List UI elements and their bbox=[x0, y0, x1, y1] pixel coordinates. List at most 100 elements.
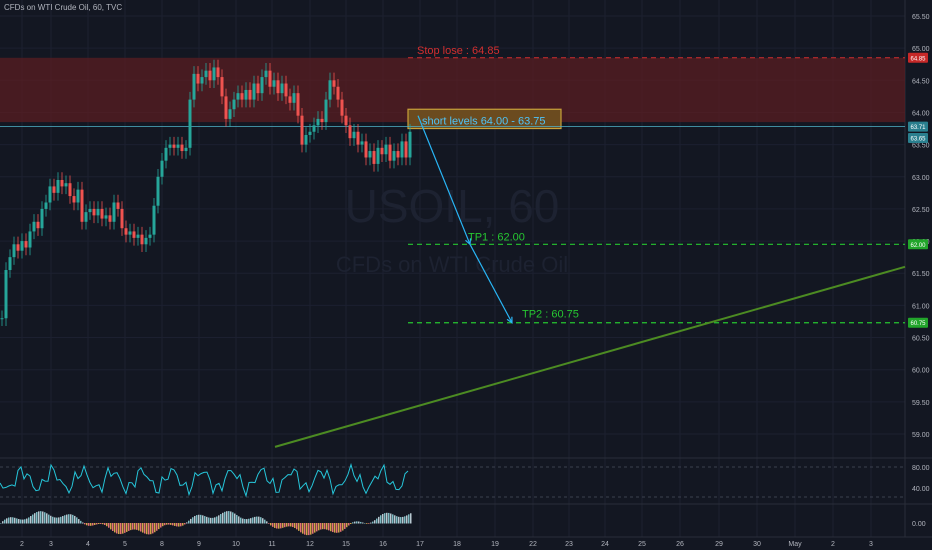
candle-body bbox=[8, 257, 12, 271]
macd-histogram-bar bbox=[168, 523, 170, 525]
macd-histogram-bar bbox=[152, 523, 154, 534]
tp1-price-tag: 62.00 bbox=[910, 243, 926, 249]
candle-body bbox=[84, 212, 88, 222]
macd-histogram-bar bbox=[132, 523, 134, 530]
candle-body bbox=[216, 67, 220, 78]
macd-histogram-bar bbox=[184, 523, 186, 525]
macd-histogram-bar bbox=[254, 516, 256, 524]
macd-histogram-bar bbox=[98, 523, 100, 525]
macd-histogram-bar bbox=[268, 523, 270, 524]
macd-histogram-bar bbox=[232, 512, 234, 524]
macd-histogram-bar bbox=[220, 514, 222, 524]
macd-histogram-bar bbox=[160, 523, 162, 528]
y-tick-label: 63.00 bbox=[912, 175, 930, 182]
macd-histogram-bar bbox=[146, 523, 148, 535]
x-tick-label: 10 bbox=[232, 541, 240, 548]
macd-histogram-bar bbox=[192, 517, 194, 524]
macd-histogram-bar bbox=[214, 517, 216, 524]
x-tick-label: 22 bbox=[529, 541, 537, 548]
x-tick-label: 16 bbox=[379, 541, 387, 548]
projection-arrowhead bbox=[506, 316, 513, 324]
macd-histogram-bar bbox=[302, 523, 304, 534]
y-tick-label: 59.50 bbox=[912, 400, 930, 407]
candle-body bbox=[288, 96, 292, 103]
current-small-tag-bg bbox=[908, 132, 928, 143]
candle-body bbox=[396, 151, 400, 158]
symbol-header: CFDs on WTI Crude Oil, 60, TVC bbox=[4, 3, 123, 12]
macd-histogram-bar bbox=[280, 523, 282, 529]
candle-body bbox=[316, 118, 320, 126]
macd-histogram-bar bbox=[40, 511, 42, 524]
macd-histogram-bar bbox=[136, 523, 138, 530]
macd-histogram-bar bbox=[188, 520, 190, 524]
candle-body bbox=[272, 80, 276, 87]
macd-histogram-bar bbox=[154, 523, 156, 533]
macd-histogram-bar bbox=[304, 523, 306, 535]
macd-histogram-bar bbox=[36, 512, 38, 524]
candle-body bbox=[336, 86, 340, 100]
macd-histogram-bar bbox=[242, 518, 244, 524]
macd-histogram-bar bbox=[320, 523, 322, 530]
candle-body bbox=[32, 221, 36, 232]
macd-histogram-bar bbox=[340, 523, 342, 532]
macd-histogram-bar bbox=[16, 518, 18, 524]
candle-body bbox=[400, 141, 404, 158]
macd-histogram-bar bbox=[208, 517, 210, 524]
macd-histogram-bar bbox=[234, 513, 236, 524]
macd-histogram-bar bbox=[56, 517, 58, 524]
macd-histogram-bar bbox=[62, 516, 64, 524]
candle-body bbox=[240, 93, 244, 100]
candle-body bbox=[28, 231, 32, 248]
candle-body bbox=[112, 202, 116, 222]
macd-histogram-bar bbox=[294, 523, 296, 529]
macd-histogram-bar bbox=[148, 523, 150, 535]
macd-histogram-bar bbox=[106, 523, 108, 527]
macd-histogram-bar bbox=[346, 523, 348, 528]
macd-histogram-bar bbox=[128, 523, 130, 531]
x-tick-label: May bbox=[788, 541, 802, 548]
candle-body bbox=[348, 125, 352, 139]
macd-histogram-bar bbox=[22, 519, 24, 524]
candle-body bbox=[340, 99, 344, 116]
candle-body bbox=[252, 83, 256, 100]
macd-histogram-bar bbox=[240, 517, 242, 524]
candle-body bbox=[156, 176, 160, 206]
candle-body bbox=[92, 208, 96, 216]
macd-histogram-bar bbox=[332, 523, 334, 533]
macd-histogram-bar bbox=[230, 511, 232, 524]
macd-histogram-bar bbox=[88, 523, 90, 526]
macd-histogram-bar bbox=[266, 521, 268, 524]
macd-histogram-bar bbox=[68, 514, 70, 524]
macd-histogram-bar bbox=[52, 516, 54, 524]
tp2-price-tag-bg bbox=[908, 317, 928, 328]
macd-histogram-bar bbox=[284, 523, 286, 528]
candle-body bbox=[368, 151, 372, 158]
macd-histogram-bar bbox=[2, 521, 4, 524]
macd-histogram-bar bbox=[90, 523, 92, 526]
candle-body bbox=[132, 231, 136, 238]
macd-histogram-bar bbox=[352, 522, 354, 524]
candle-body bbox=[324, 99, 328, 123]
x-tick-label: 24 bbox=[601, 541, 609, 548]
candle-body bbox=[44, 202, 48, 209]
macd-histogram-bar bbox=[48, 514, 50, 524]
macd-histogram-bar bbox=[104, 523, 106, 526]
macd-histogram-bar bbox=[114, 523, 116, 533]
macd-histogram-bar bbox=[392, 514, 394, 524]
macd-histogram-bar bbox=[58, 517, 60, 524]
x-tick-label: 3 bbox=[869, 541, 873, 548]
candle-body bbox=[4, 270, 8, 319]
macd-histogram-bar bbox=[10, 517, 12, 524]
macd-histogram-bar bbox=[34, 513, 36, 524]
macd-histogram-bar bbox=[400, 517, 402, 524]
y-tick-label: 61.50 bbox=[912, 271, 930, 278]
macd-histogram-bar bbox=[172, 523, 174, 526]
macd-histogram-bar bbox=[270, 523, 272, 526]
candle-body bbox=[260, 77, 264, 94]
x-tick-label: 2 bbox=[20, 541, 24, 548]
macd-histogram-bar bbox=[46, 513, 48, 524]
y-tick-label: 61.00 bbox=[912, 303, 930, 310]
candle-body bbox=[408, 131, 412, 158]
